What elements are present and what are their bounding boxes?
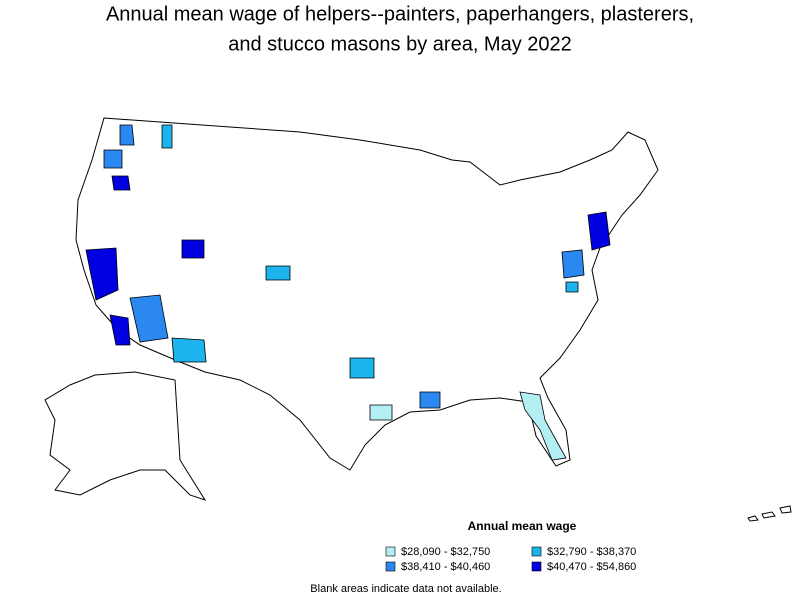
map-area	[109, 314, 131, 346]
map-area	[419, 391, 441, 409]
legend-swatch	[385, 546, 396, 557]
legend-label: $32,790 - $38,370	[547, 546, 636, 558]
title-line: and stucco masons by area, May 2022	[228, 33, 572, 55]
map-area	[349, 357, 375, 379]
title-line: Annual mean wage of helpers--painters, p…	[106, 3, 694, 25]
map-area	[519, 391, 567, 461]
lower-48	[75, 117, 659, 471]
map-area	[103, 149, 123, 169]
legend-label: $38,410 - $40,460	[401, 561, 490, 573]
map-area	[111, 175, 131, 191]
map-area	[171, 337, 207, 363]
map-area	[265, 265, 291, 281]
map-area	[119, 124, 135, 146]
map-area	[85, 247, 119, 301]
legend: $28,090 - $32,750 $32,790 - $38,370 $38,41…	[385, 546, 636, 573]
map-area	[561, 249, 585, 279]
map-area	[161, 124, 173, 149]
alaska	[44, 371, 207, 501]
legend-title: Annual mean wage	[468, 519, 577, 533]
legend-swatch	[385, 561, 396, 572]
map-area	[129, 294, 169, 343]
hawaii	[747, 505, 792, 522]
footnote: Blank areas indicate data not available.	[310, 583, 501, 595]
map-area	[587, 211, 611, 251]
legend-swatch	[531, 546, 542, 557]
legend-swatch	[531, 561, 542, 572]
legend-label: $40,470 - $54,860	[547, 561, 636, 573]
map-area	[565, 281, 579, 293]
legend-label: $28,090 - $32,750	[401, 546, 490, 558]
map-area	[181, 239, 205, 259]
us-map	[44, 117, 792, 522]
map-area	[369, 404, 393, 421]
